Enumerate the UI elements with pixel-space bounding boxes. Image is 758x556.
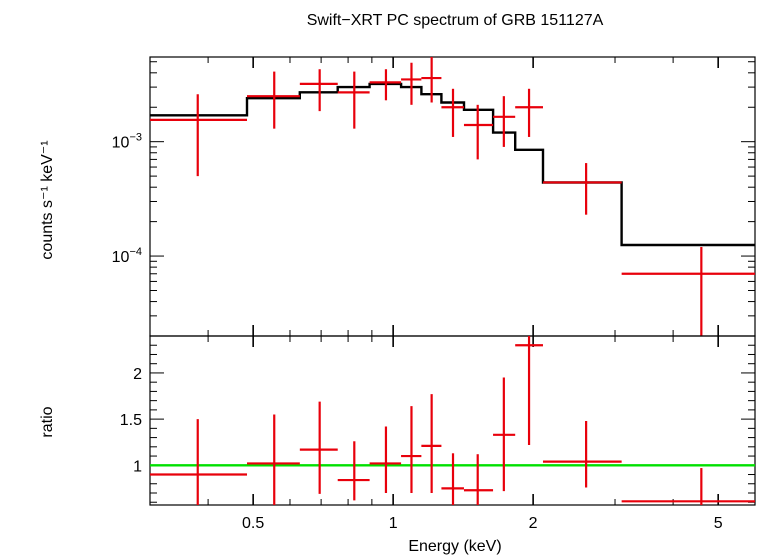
ratio-panel: 0.5 1 2 5 1 1.5 2 bbox=[120, 335, 756, 532]
y-tick-label: 10−4 bbox=[112, 246, 142, 266]
x-tick-label: 1 bbox=[389, 515, 398, 532]
spectrum-panel: 10−3 10−4 bbox=[112, 56, 756, 337]
x-tick-label: 0.5 bbox=[242, 515, 264, 532]
top-y-axis-label: counts s⁻¹ keV⁻¹ bbox=[39, 140, 56, 259]
y-tick-label: 1.5 bbox=[120, 412, 142, 429]
y-tick-label: 2 bbox=[133, 366, 142, 383]
bottom-y-axis-label: ratio bbox=[39, 406, 56, 437]
y-tick-label: 10−3 bbox=[112, 132, 142, 152]
x-tick-label: 5 bbox=[714, 515, 723, 532]
x-axis-label: Energy (keV) bbox=[408, 538, 501, 555]
chart-title: Swift−XRT PC spectrum of GRB 151127A bbox=[307, 12, 604, 29]
y-tick-label: 1 bbox=[133, 458, 142, 475]
x-tick-label: 2 bbox=[529, 515, 538, 532]
